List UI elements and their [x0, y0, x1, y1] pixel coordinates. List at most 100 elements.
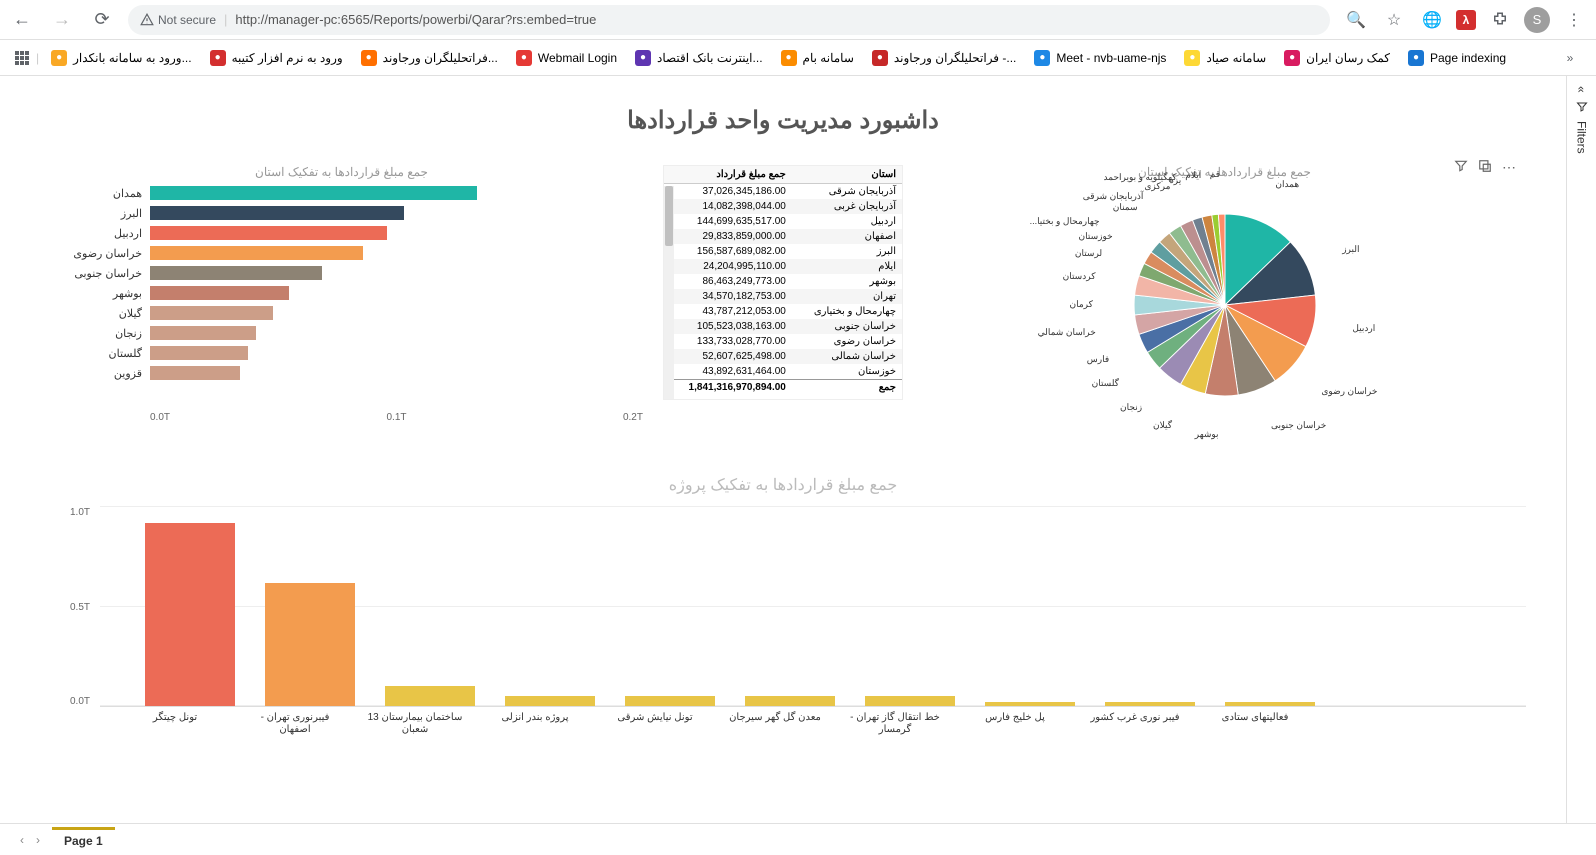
vbar-column[interactable]: معدن گل گهر سیرجان	[740, 507, 840, 706]
table-cell-amount: 43,892,631,464.00	[664, 364, 792, 380]
profile-avatar[interactable]: S	[1524, 7, 1550, 33]
menu-icon[interactable]: ⋮	[1560, 6, 1588, 34]
hbar-row[interactable]: قزوین	[150, 365, 643, 381]
page-prev-button[interactable]: ‹	[20, 833, 24, 847]
table-header-amount[interactable]: جمع مبلغ قرارداد	[664, 166, 792, 184]
table-cell-province: بوشهر	[792, 274, 902, 289]
hbar-tick: 0.2T	[623, 412, 643, 423]
filters-panel[interactable]: « Filters	[1566, 76, 1596, 823]
pie-label: خوزستان	[1079, 231, 1113, 242]
vbar-column[interactable]: ساختمان بیمارستان 13 شعبان	[380, 507, 480, 706]
table-cell-province: خراسان شمالی	[792, 349, 902, 364]
bookmark-item[interactable]: ●فراتحلیلگران ورجاوند...	[353, 46, 506, 70]
table-row[interactable]: خراسان رضوی133,733,028,770.00	[664, 334, 902, 349]
table-row[interactable]: البرز156,587,689,082.00	[664, 244, 902, 259]
bookmark-item[interactable]: ●Page indexing	[1400, 46, 1514, 70]
star-icon[interactable]: ☆	[1380, 6, 1408, 34]
table-cell-amount: 52,607,625,498.00	[664, 349, 792, 364]
table-row[interactable]: خراسان شمالی52,607,625,498.00	[664, 349, 902, 364]
hbar-row[interactable]: گیلان	[150, 305, 643, 321]
vbar-column[interactable]: فیبرنوری تهران - اصفهان	[260, 507, 360, 706]
province-table[interactable]: استان جمع مبلغ قرارداد آذربایجان شرقی37,…	[664, 166, 902, 395]
hbar-bar	[150, 286, 289, 300]
hbar-row[interactable]: خراسان جنوبی	[150, 265, 643, 281]
bookmark-favicon: ●	[1284, 50, 1300, 66]
table-row[interactable]: اصفهان29,833,859,000.00	[664, 229, 902, 244]
bookmarks-overflow-icon[interactable]: »	[1556, 44, 1584, 72]
bookmark-item[interactable]: ●اینترنت بانک اقتصاد...	[627, 46, 771, 70]
bookmark-item[interactable]: ●ورود به نرم افزار کتیبه	[202, 46, 351, 70]
table-row[interactable]: خراسان جنوبی105,523,038,163.00	[664, 319, 902, 334]
hbar-bar	[150, 306, 273, 320]
forward-button[interactable]: →	[48, 6, 76, 34]
vbar-column[interactable]: تونل چیتگر	[140, 507, 240, 706]
vbar-column[interactable]: پل خلیج فارس	[980, 507, 1080, 706]
bookmark-item[interactable]: ●Webmail Login	[508, 46, 625, 70]
filters-label: Filters	[1575, 121, 1589, 154]
filter-icon[interactable]	[1454, 159, 1468, 176]
report-canvas: داشبورد مدیریت واحد قراردادها جمع مبلغ ق…	[0, 76, 1566, 823]
vbar-bar	[265, 583, 355, 706]
vbar-column[interactable]: فیبر نوری غرب کشور	[1100, 507, 1200, 706]
warning-icon	[140, 13, 154, 27]
table-cell-province: اصفهان	[792, 229, 902, 244]
address-bar[interactable]: Not secure | http://manager-pc:6565/Repo…	[128, 5, 1330, 35]
table-scrollbar[interactable]	[664, 186, 674, 399]
bookmark-favicon: ●	[51, 50, 67, 66]
apps-icon[interactable]	[12, 44, 32, 72]
page-tab[interactable]: Page 1	[52, 827, 115, 852]
bookmark-label: Meet - nvb-uame-njs	[1056, 51, 1166, 65]
bookmark-item[interactable]: ●سامانه بام	[773, 46, 862, 70]
bookmark-item[interactable]: ●Meet - nvb-uame-njs	[1026, 46, 1174, 70]
table-header-province[interactable]: استان	[792, 166, 902, 184]
globe-icon[interactable]: 🌐	[1418, 6, 1446, 34]
table-row[interactable]: بوشهر86,463,249,773.00	[664, 274, 902, 289]
pie-label: خراسان جنوبی	[1271, 420, 1326, 431]
filters-expand-icon[interactable]: «	[1575, 86, 1589, 93]
hbar-row[interactable]: زنجان	[150, 325, 643, 341]
pie-label: کرمان	[1070, 299, 1093, 310]
vbar-column[interactable]: فعالیتهای ستادی	[1220, 507, 1320, 706]
bookmark-item[interactable]: ●کمک رسان ایران	[1276, 46, 1398, 70]
zoom-icon[interactable]: 🔍	[1342, 6, 1370, 34]
back-button[interactable]: ←	[8, 6, 36, 34]
extensions-icon[interactable]	[1486, 6, 1514, 34]
pie-label: خراسان رضوی	[1321, 386, 1377, 397]
hbar-title: جمع مبلغ قراردادها به تفکیک استان	[40, 165, 643, 179]
bookmark-favicon: ●	[361, 50, 377, 66]
vbar-column[interactable]: پروژه بندر انزلی	[500, 507, 600, 706]
hbar-tick: 0.0T	[150, 412, 170, 423]
hbar-row[interactable]: خراسان رضوی	[150, 245, 643, 261]
bookmark-item[interactable]: ●فراتحلیلگران ورجاوند -...	[864, 46, 1025, 70]
pie-label: فارس	[1087, 354, 1109, 365]
table-total-label: جمع	[792, 380, 902, 396]
table-row[interactable]: چهارمحال و بختیاری43,787,212,053.00	[664, 304, 902, 319]
hbar-bar	[150, 346, 248, 360]
table-row[interactable]: آذربایجان غربی14,082,398,044.00	[664, 199, 902, 214]
bookmark-label: سامانه بام	[803, 51, 854, 65]
vbar-column[interactable]: تونل نیایش شرقی	[620, 507, 720, 706]
vbar-column[interactable]: خط انتقال گاز تهران - گرمسار	[860, 507, 960, 706]
table-row[interactable]: ایلام24,204,995,110.00	[664, 259, 902, 274]
bookmark-item[interactable]: ●ورود به سامانه بانکدار...	[43, 46, 199, 70]
vbar-xlabel: فیبرنوری تهران - اصفهان	[245, 712, 345, 736]
focus-icon[interactable]	[1478, 159, 1492, 176]
bookmark-item[interactable]: ●سامانه صیاد	[1176, 46, 1274, 70]
hbar-row[interactable]: همدان	[150, 185, 643, 201]
dashboard-title: داشبورد مدیریت واحد قراردادها	[40, 106, 1526, 135]
more-icon[interactable]: ⋯	[1502, 159, 1516, 176]
pie-label: آذربایجان شرقی	[1083, 191, 1144, 202]
hbar-row[interactable]: البرز	[150, 205, 643, 221]
table-row[interactable]: خوزستان43,892,631,464.00	[664, 364, 902, 380]
reload-button[interactable]: ⟳	[88, 6, 116, 34]
table-row[interactable]: تهران34,570,182,753.00	[664, 289, 902, 304]
table-row[interactable]: اردبیل144,699,635,517.00	[664, 214, 902, 229]
hbar-row[interactable]: اردبیل	[150, 225, 643, 241]
page-next-button[interactable]: ›	[36, 833, 40, 847]
vbar-xlabel: پل خلیج فارس	[965, 712, 1065, 724]
hbar-row[interactable]: بوشهر	[150, 285, 643, 301]
pie-chart[interactable]	[1125, 205, 1325, 405]
table-row[interactable]: آذربایجان شرقی37,026,345,186.00	[664, 184, 902, 200]
hbar-row[interactable]: گلستان	[150, 345, 643, 361]
pdf-icon[interactable]: λ	[1456, 10, 1476, 30]
